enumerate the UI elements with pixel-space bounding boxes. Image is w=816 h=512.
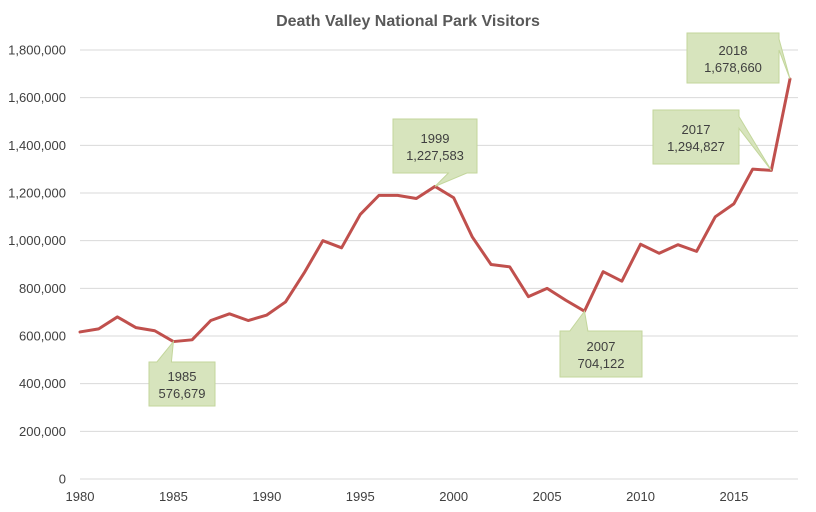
callout-layer: 1985 576,679 1999 1,227,583 2007 704,122 2017 1… <box>148 32 791 407</box>
callout-value: 704,122 <box>578 356 625 371</box>
y-tick-label: 1,400,000 <box>8 138 66 153</box>
y-tick-label: 800,000 <box>19 281 66 296</box>
callout-box <box>686 32 791 84</box>
callout-box <box>148 339 216 407</box>
x-axis-ticks: 1980 1985 1990 1995 2000 2005 2010 2015 <box>66 489 749 504</box>
data-callout: 1985 576,679 <box>148 339 216 407</box>
callout-box <box>652 109 772 171</box>
x-tick-label: 2000 <box>439 489 468 504</box>
callout-box <box>559 309 643 378</box>
callout-year: 2018 <box>719 43 748 58</box>
chart-title: Death Valley National Park Visitors <box>276 13 540 30</box>
callout-value: 1,678,660 <box>704 60 762 75</box>
y-tick-label: 1,000,000 <box>8 233 66 248</box>
y-tick-label: 600,000 <box>19 329 66 344</box>
x-tick-label: 1980 <box>66 489 95 504</box>
y-tick-label: 400,000 <box>19 376 66 391</box>
x-tick-label: 2015 <box>719 489 748 504</box>
x-tick-label: 1995 <box>346 489 375 504</box>
x-tick-label: 2010 <box>626 489 655 504</box>
callout-box <box>392 118 478 187</box>
y-tick-label: 0 <box>59 472 66 487</box>
callout-year: 1985 <box>168 369 197 384</box>
y-tick-label: 1,600,000 <box>8 90 66 105</box>
y-axis-ticks: 0 200,000 400,000 600,000 800,000 1,000,000 1,… <box>8 43 66 487</box>
callout-value: 1,294,827 <box>667 139 725 154</box>
data-callout: 2007 704,122 <box>559 309 643 378</box>
data-callout: 2017 1,294,827 <box>652 109 772 171</box>
callout-year: 2017 <box>682 122 711 137</box>
callout-value: 576,679 <box>159 386 206 401</box>
callout-year: 2007 <box>587 339 616 354</box>
y-tick-label: 200,000 <box>19 424 66 439</box>
x-tick-label: 2005 <box>533 489 562 504</box>
callout-value: 1,227,583 <box>406 148 464 163</box>
callout-year: 1999 <box>421 131 450 146</box>
data-callout: 2018 1,678,660 <box>686 32 791 84</box>
y-tick-label: 1,800,000 <box>8 43 66 58</box>
x-tick-label: 1985 <box>159 489 188 504</box>
y-tick-label: 1,200,000 <box>8 186 66 201</box>
data-callout: 1999 1,227,583 <box>392 118 478 187</box>
x-tick-label: 1990 <box>252 489 281 504</box>
